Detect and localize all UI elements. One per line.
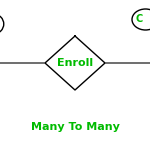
Text: C: C	[136, 15, 143, 24]
Polygon shape	[45, 36, 105, 90]
Text: Enroll: Enroll	[57, 58, 93, 68]
Text: Many To Many: Many To Many	[31, 123, 119, 132]
